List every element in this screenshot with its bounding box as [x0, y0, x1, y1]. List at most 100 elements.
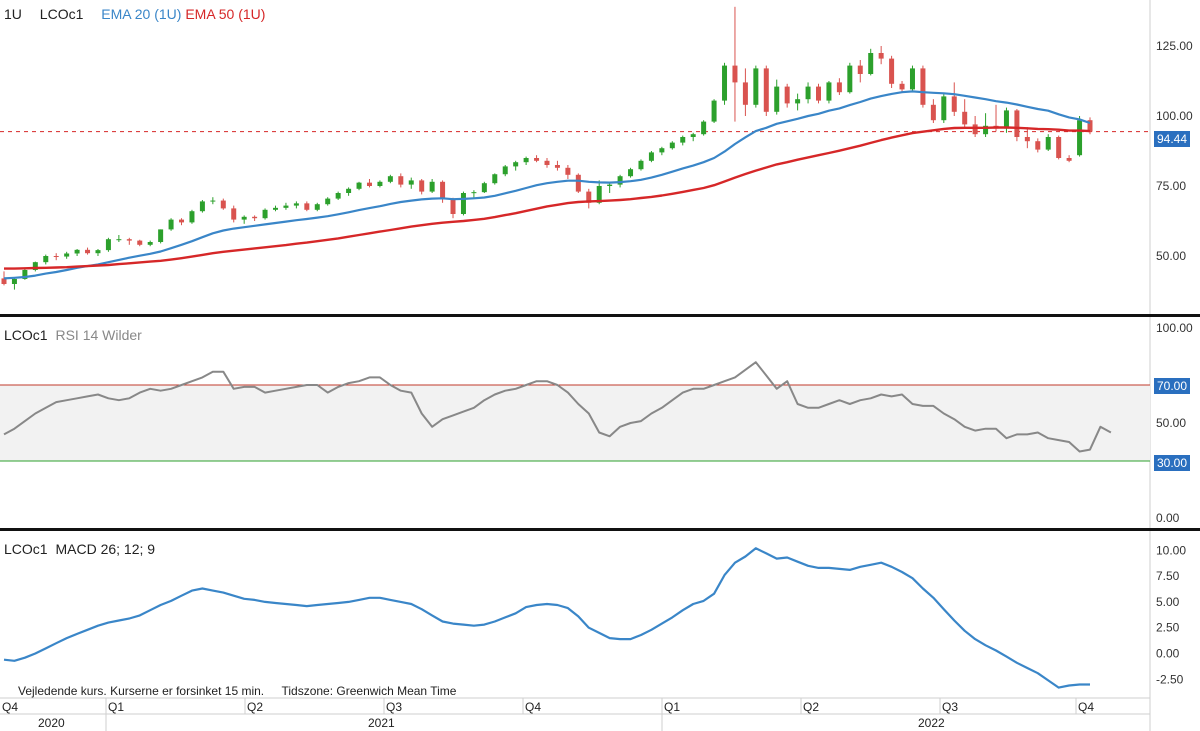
candle-body[interactable]	[53, 256, 59, 257]
candle-body[interactable]	[951, 96, 957, 112]
candle-body[interactable]	[398, 176, 404, 185]
candle-body[interactable]	[889, 58, 895, 84]
macd-line[interactable]	[3, 547, 1090, 689]
candle-body[interactable]	[711, 100, 717, 122]
candle-body[interactable]	[283, 205, 289, 208]
candle-body[interactable]	[22, 270, 28, 279]
candle-body[interactable]	[774, 86, 780, 112]
candle-body[interactable]	[941, 96, 947, 121]
candle-body[interactable]	[64, 253, 70, 257]
candle-body[interactable]	[241, 216, 247, 220]
candle-body[interactable]	[481, 183, 487, 193]
candle-body[interactable]	[366, 182, 372, 186]
macd-symbol[interactable]: LCOc1	[4, 541, 48, 557]
candle-body[interactable]	[471, 192, 477, 194]
candle-body[interactable]	[701, 121, 707, 135]
candle-body[interactable]	[596, 186, 602, 203]
candle-body[interactable]	[857, 65, 863, 74]
candle-body[interactable]	[85, 249, 91, 254]
candle-body[interactable]	[377, 181, 383, 186]
interval-label[interactable]: 1U	[4, 6, 22, 22]
candle-body[interactable]	[304, 203, 310, 210]
candle-body[interactable]	[628, 169, 634, 177]
candle-body[interactable]	[335, 193, 341, 199]
candle-body[interactable]	[972, 124, 978, 135]
candle-body[interactable]	[868, 53, 874, 74]
candle-body[interactable]	[1035, 141, 1041, 150]
candle-body[interactable]	[325, 198, 331, 205]
candle-body[interactable]	[534, 158, 540, 161]
candle-body[interactable]	[1056, 137, 1062, 158]
candle-body[interactable]	[565, 167, 571, 175]
candle-body[interactable]	[722, 65, 728, 101]
candle-body[interactable]	[544, 160, 550, 165]
candle-body[interactable]	[795, 99, 801, 104]
candle-body[interactable]	[826, 82, 832, 101]
candle-body[interactable]	[252, 216, 258, 219]
ema50-legend[interactable]: EMA 50 (1U)	[185, 6, 265, 22]
candle-body[interactable]	[356, 182, 362, 189]
candle-body[interactable]	[429, 181, 435, 192]
candle-body[interactable]	[680, 137, 686, 143]
candle-body[interactable]	[1045, 137, 1051, 150]
candle-body[interactable]	[32, 262, 38, 270]
macd-title[interactable]: MACD 26; 12; 9	[55, 541, 156, 557]
candle-body[interactable]	[513, 162, 519, 167]
candle-body[interactable]	[273, 207, 278, 210]
candle-body[interactable]	[648, 152, 654, 161]
candle-body[interactable]	[220, 200, 226, 209]
candle-body[interactable]	[158, 229, 164, 242]
candle-body[interactable]	[909, 68, 915, 90]
candle-body[interactable]	[962, 111, 968, 125]
candle-body[interactable]	[638, 160, 644, 170]
candle-body[interactable]	[293, 203, 299, 206]
candle-body[interactable]	[983, 125, 989, 135]
candle-body[interactable]	[199, 201, 205, 212]
candle-body[interactable]	[1003, 110, 1009, 129]
candle-body[interactable]	[450, 198, 456, 214]
candle-body[interactable]	[742, 82, 748, 105]
candle-body[interactable]	[847, 65, 853, 93]
candle-body[interactable]	[805, 86, 811, 100]
candle-body[interactable]	[554, 165, 560, 168]
candle-body[interactable]	[1014, 110, 1020, 137]
symbol-label[interactable]: LCOc1	[39, 6, 84, 22]
candle-body[interactable]	[460, 193, 466, 214]
candle-body[interactable]	[137, 240, 143, 245]
candle-body[interactable]	[314, 204, 320, 210]
candle-body[interactable]	[930, 104, 936, 121]
ema50-line[interactable]	[4, 126, 1091, 270]
candle-body[interactable]	[105, 239, 111, 251]
candle-body[interactable]	[95, 250, 101, 254]
candle-body[interactable]	[575, 174, 581, 192]
candle-body[interactable]	[836, 82, 842, 93]
candle-body[interactable]	[1087, 120, 1093, 132]
candle-body[interactable]	[659, 148, 665, 153]
candle-body[interactable]	[1, 278, 7, 284]
candle-body[interactable]	[408, 180, 414, 185]
candle-body[interactable]	[492, 174, 498, 184]
candle-body[interactable]	[147, 242, 153, 245]
candle-body[interactable]	[440, 181, 446, 199]
candle-body[interactable]	[586, 191, 592, 203]
candle-body[interactable]	[1077, 120, 1083, 156]
candle-body[interactable]	[179, 219, 185, 223]
candle-body[interactable]	[210, 200, 216, 202]
candle-body[interactable]	[784, 86, 790, 104]
candle-body[interactable]	[763, 68, 769, 112]
rsi-symbol[interactable]: LCOc1	[4, 327, 48, 343]
rsi-title[interactable]: RSI 14 Wilder	[55, 327, 142, 343]
candle-body[interactable]	[690, 134, 696, 137]
rsi-line[interactable]	[3, 361, 1112, 453]
candle-body[interactable]	[899, 83, 905, 90]
candle-body[interactable]	[1024, 137, 1030, 142]
candle-body[interactable]	[262, 209, 268, 219]
candle-body[interactable]	[231, 208, 237, 220]
candle-body[interactable]	[816, 86, 821, 101]
candle-body[interactable]	[419, 180, 425, 192]
candle-body[interactable]	[523, 158, 529, 163]
candle-body[interactable]	[116, 239, 122, 241]
candle-body[interactable]	[346, 188, 352, 193]
candle-body[interactable]	[732, 65, 738, 83]
